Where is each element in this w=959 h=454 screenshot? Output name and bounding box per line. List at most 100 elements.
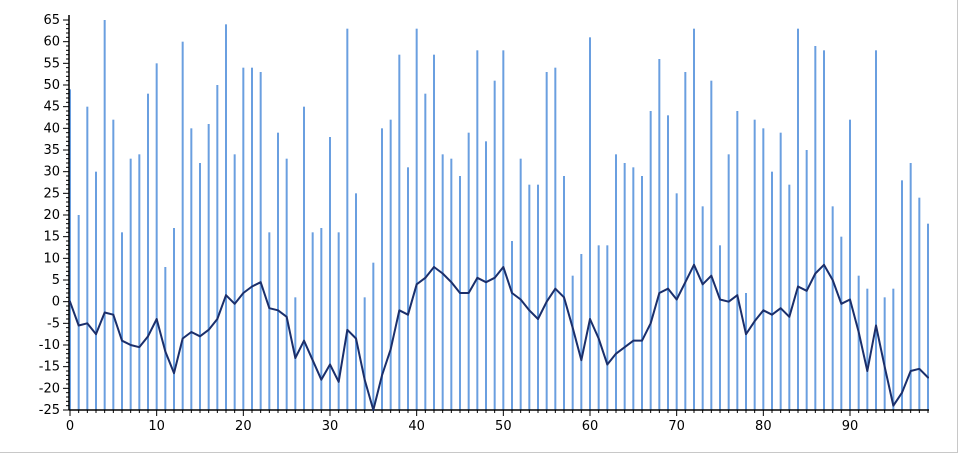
bar xyxy=(753,119,756,411)
bar xyxy=(727,154,730,410)
bar xyxy=(190,128,193,410)
y-tick-label: -10 xyxy=(39,338,60,353)
bar xyxy=(866,288,869,410)
bar xyxy=(363,297,366,410)
bar xyxy=(528,184,531,410)
bar xyxy=(181,41,184,411)
bar xyxy=(788,184,791,410)
bar xyxy=(476,50,479,410)
x-tick-label: 30 xyxy=(322,419,339,434)
bar xyxy=(814,46,817,410)
bar xyxy=(311,232,314,410)
bar xyxy=(502,50,505,410)
x-tick-label: 50 xyxy=(495,419,512,434)
bar xyxy=(407,167,409,410)
bar xyxy=(771,171,773,410)
bar xyxy=(658,59,661,410)
bar xyxy=(857,275,860,410)
bar xyxy=(719,245,721,410)
bar xyxy=(147,93,149,411)
bar xyxy=(164,267,167,410)
bar xyxy=(927,223,929,410)
bar xyxy=(242,67,245,411)
x-tick-label: 10 xyxy=(148,419,165,434)
bar xyxy=(684,72,687,410)
bar xyxy=(840,236,843,410)
bar xyxy=(797,28,799,410)
bar xyxy=(901,180,903,410)
bar xyxy=(779,132,782,411)
bar xyxy=(173,228,175,410)
bar xyxy=(415,28,418,410)
bar xyxy=(207,124,210,410)
bar xyxy=(381,128,383,410)
bar xyxy=(511,241,513,410)
bar xyxy=(805,150,808,410)
y-tick-label: 0 xyxy=(52,295,60,310)
bar xyxy=(563,176,565,410)
bar xyxy=(485,141,487,410)
bar xyxy=(823,50,825,410)
bar xyxy=(641,176,643,410)
bar xyxy=(398,54,401,411)
x-tick-label: 80 xyxy=(755,419,772,434)
bar xyxy=(597,245,600,410)
x-tick-label: 40 xyxy=(408,419,425,434)
bar xyxy=(329,137,331,410)
line-path xyxy=(69,263,929,411)
tick-labels: -25 -20 -15 -10 -5 0 5 10 15 20 25 30 35 40 45 50 55 60 65… xyxy=(39,13,859,434)
bar xyxy=(693,28,695,410)
line-series xyxy=(69,263,929,411)
bar xyxy=(259,72,262,410)
bar xyxy=(909,163,912,410)
bar xyxy=(233,154,236,410)
y-tick-label: 35 xyxy=(43,143,60,158)
bar xyxy=(337,232,340,410)
bar xyxy=(493,80,496,411)
axes xyxy=(63,15,929,416)
bar xyxy=(303,106,305,411)
bar xyxy=(831,206,834,410)
bar xyxy=(632,167,635,410)
bar xyxy=(103,20,106,410)
bar xyxy=(606,245,609,410)
bar xyxy=(675,193,678,410)
bar xyxy=(623,163,626,410)
bar xyxy=(745,293,747,410)
y-tick-label: 5 xyxy=(52,273,60,288)
y-tick-label: 50 xyxy=(43,78,60,93)
y-tick-label: 55 xyxy=(43,56,60,71)
y-tick-label: 45 xyxy=(43,100,60,115)
bar xyxy=(285,158,288,410)
y-tick-label: 10 xyxy=(43,251,60,266)
y-tick-label: 30 xyxy=(43,165,60,180)
bar xyxy=(762,128,765,410)
bar xyxy=(389,119,392,411)
bar xyxy=(892,288,895,410)
bar xyxy=(667,115,669,410)
bar xyxy=(346,28,349,410)
y-tick-label: 65 xyxy=(43,13,60,28)
bar xyxy=(86,106,89,411)
bar xyxy=(199,163,201,410)
y-tick-label: -5 xyxy=(47,316,60,331)
bar xyxy=(467,132,470,411)
bar xyxy=(545,72,548,410)
bar xyxy=(77,215,80,410)
y-tick-label: 20 xyxy=(43,208,60,223)
bar xyxy=(450,158,453,410)
bar xyxy=(554,67,557,411)
bar xyxy=(277,132,279,411)
bar xyxy=(95,171,97,410)
bar xyxy=(918,197,921,410)
bar xyxy=(883,297,886,410)
bar xyxy=(441,154,444,410)
x-tick-label: 60 xyxy=(582,419,599,434)
bar xyxy=(580,254,583,410)
bar xyxy=(372,262,375,410)
bar xyxy=(615,154,617,410)
bar xyxy=(649,111,652,410)
y-tick-label: 15 xyxy=(43,230,60,245)
x-tick-label: 0 xyxy=(66,419,74,434)
